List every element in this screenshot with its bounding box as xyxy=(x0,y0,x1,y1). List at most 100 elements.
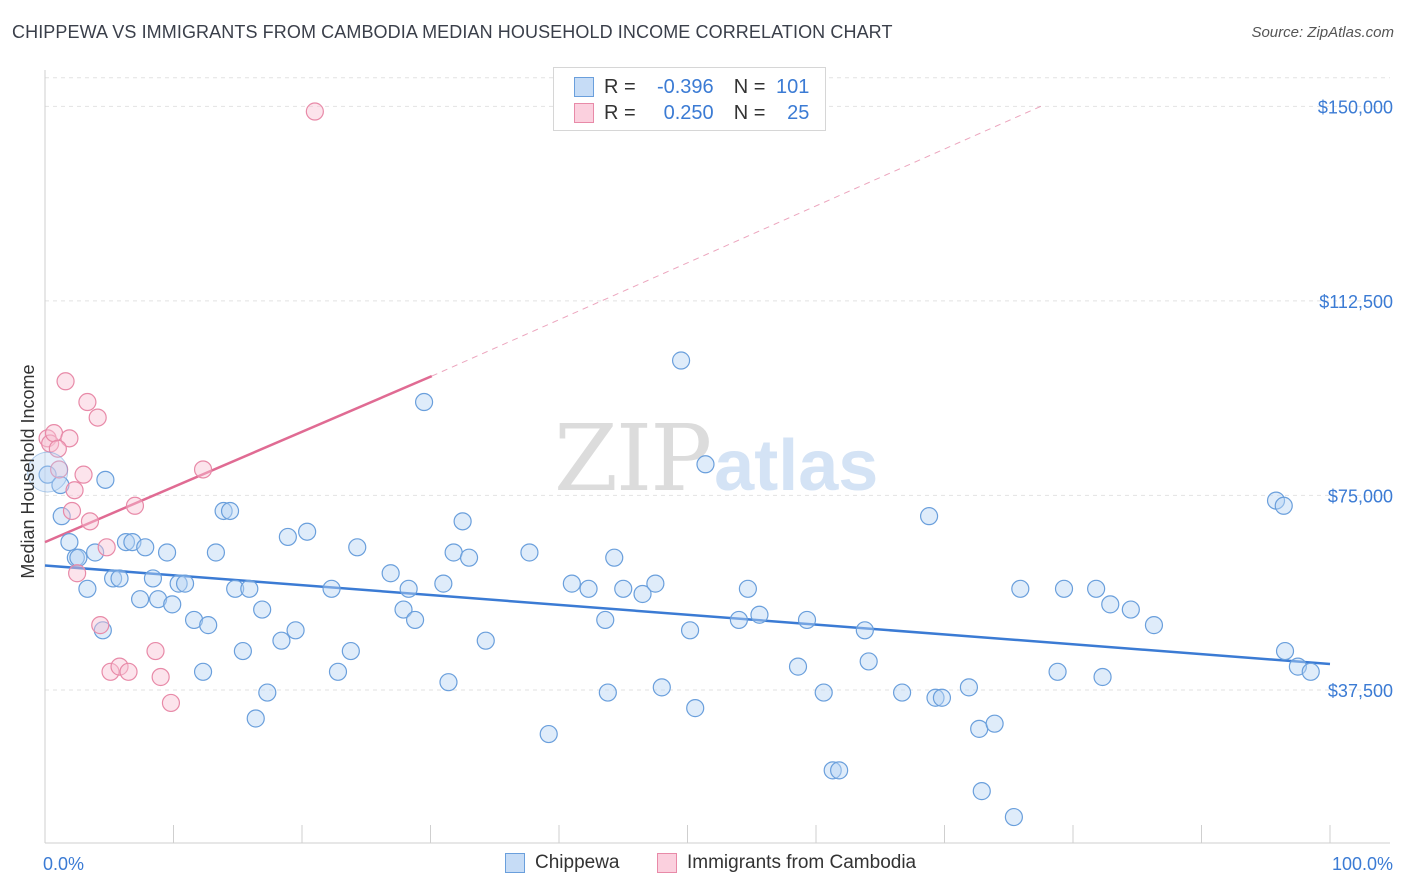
data-point xyxy=(322,579,341,598)
data-point xyxy=(797,610,817,630)
watermark-zip: ZIP xyxy=(554,405,712,512)
x-tick-label: 0.0% xyxy=(43,854,84,874)
data-point xyxy=(163,595,182,614)
data-point xyxy=(1274,496,1293,515)
trend-line xyxy=(44,564,1331,666)
data-point xyxy=(96,470,115,489)
watermark-atlas: atlas xyxy=(714,426,879,506)
trend-line-extension xyxy=(431,105,1042,377)
data-point xyxy=(136,538,155,557)
data-point xyxy=(110,569,129,588)
data-point xyxy=(199,616,218,635)
data-point xyxy=(258,683,277,702)
legend-r-value: -0.396 xyxy=(656,75,714,98)
data-point xyxy=(62,501,82,521)
legend-n-value: 25 xyxy=(787,101,810,124)
legend-r-label: R = xyxy=(604,75,636,98)
data-point xyxy=(434,574,453,593)
data-point xyxy=(1301,662,1320,681)
series-swatch-cambodia xyxy=(657,853,677,873)
data-point xyxy=(278,527,297,547)
data-point xyxy=(892,683,912,702)
data-point xyxy=(453,512,472,531)
data-point xyxy=(439,673,458,692)
data-point xyxy=(146,641,165,661)
y-tick-label: $150,000 xyxy=(1318,97,1393,117)
data-point xyxy=(646,574,665,593)
axis-labels: $37,500 $75,000 $112,500 $150,000 0.0% 100.0%… xyxy=(18,97,1393,874)
data-point xyxy=(52,507,71,526)
data-point xyxy=(51,475,70,495)
data-point xyxy=(1275,641,1295,661)
data-point xyxy=(328,662,348,681)
y-axis-label: Median Household Income xyxy=(18,364,38,578)
data-point xyxy=(169,574,188,593)
data-point xyxy=(253,600,272,619)
data-point xyxy=(596,610,615,630)
data-point xyxy=(119,662,138,681)
data-point xyxy=(348,538,367,557)
legend-row-cambodia: R = 0.250 N = 25 xyxy=(574,101,809,125)
data-point xyxy=(38,465,57,484)
data-point xyxy=(614,579,633,598)
data-point xyxy=(86,543,105,562)
series-swatch-chippewa xyxy=(505,853,525,873)
data-point xyxy=(750,605,769,624)
data-point xyxy=(101,662,120,681)
data-point xyxy=(74,465,93,484)
data-point xyxy=(193,460,213,479)
data-point xyxy=(1093,667,1112,687)
data-point xyxy=(598,683,617,702)
data-point xyxy=(93,621,112,640)
data-point xyxy=(1144,616,1164,635)
legend-r-value: 0.250 xyxy=(663,101,714,124)
series-legend-chippewa: Chippewa xyxy=(505,852,620,874)
data-point xyxy=(184,610,204,630)
data-point xyxy=(1011,579,1030,598)
data-point xyxy=(972,782,991,801)
legend-n-value: 101 xyxy=(776,75,810,98)
data-point xyxy=(414,392,434,412)
data-point xyxy=(926,688,945,707)
data-point xyxy=(68,564,87,583)
data-point xyxy=(696,455,715,474)
legend-swatch-chippewa xyxy=(574,77,594,97)
data-point xyxy=(91,616,110,635)
legend-swatch-cambodia xyxy=(574,103,594,123)
data-point xyxy=(1054,579,1074,598)
data-point xyxy=(246,709,265,728)
data-point xyxy=(175,574,195,593)
data-point xyxy=(919,507,939,526)
data-point xyxy=(830,761,849,780)
data-point xyxy=(1087,579,1106,598)
data-point xyxy=(652,678,671,697)
grid-lines xyxy=(45,77,1390,691)
chart-title: CHIPPEWA VS IMMIGRANTS FROM CAMBODIA MED… xyxy=(12,22,893,42)
axes xyxy=(44,70,1390,844)
data-point xyxy=(444,543,463,562)
data-point xyxy=(399,579,418,598)
data-point xyxy=(233,641,252,661)
data-point xyxy=(56,372,75,391)
series-legend: Chippewa Immigrants from Cambodia xyxy=(0,852,1406,878)
data-point xyxy=(970,719,989,738)
data-point xyxy=(60,533,79,552)
data-point xyxy=(240,579,259,598)
data-point xyxy=(729,610,749,630)
data-point xyxy=(539,724,558,744)
legend-row-chippewa: R = -0.396 N = 101 xyxy=(574,75,809,99)
data-point xyxy=(44,424,64,443)
data-point xyxy=(214,501,233,521)
data-point xyxy=(823,761,842,780)
data-point xyxy=(305,102,324,121)
data-point xyxy=(104,569,123,588)
data-point xyxy=(116,533,136,552)
data-point xyxy=(633,584,652,604)
series-legend-cambodia: Immigrants from Cambodia xyxy=(657,852,916,874)
data-point xyxy=(520,543,539,562)
data-point xyxy=(985,714,1004,733)
trend-lines xyxy=(44,105,1331,666)
data-point xyxy=(814,683,833,702)
data-point xyxy=(69,548,88,567)
